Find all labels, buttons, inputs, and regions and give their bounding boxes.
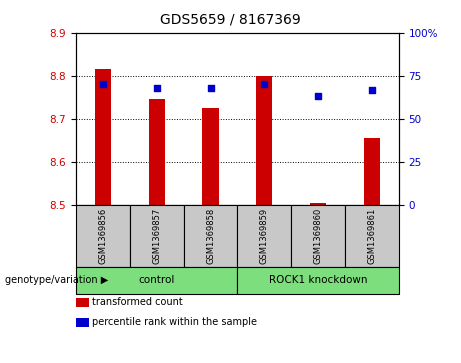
Text: percentile rank within the sample: percentile rank within the sample — [92, 317, 257, 327]
Point — [314, 94, 322, 99]
Text: GSM1369861: GSM1369861 — [367, 208, 376, 264]
Text: genotype/variation ▶: genotype/variation ▶ — [5, 276, 108, 285]
Bar — [364, 138, 380, 205]
Text: GDS5659 / 8167369: GDS5659 / 8167369 — [160, 13, 301, 27]
Bar — [202, 108, 219, 205]
Bar — [310, 203, 326, 205]
Text: control: control — [139, 276, 175, 285]
Text: GSM1369859: GSM1369859 — [260, 208, 269, 264]
Point — [153, 85, 160, 91]
Text: GSM1369858: GSM1369858 — [206, 208, 215, 264]
Bar — [256, 76, 272, 205]
Text: GSM1369856: GSM1369856 — [99, 208, 107, 264]
Point — [99, 82, 106, 87]
Text: transformed count: transformed count — [92, 297, 183, 307]
Bar — [95, 69, 111, 205]
Point — [260, 82, 268, 87]
Text: GSM1369860: GSM1369860 — [313, 208, 323, 264]
Text: ROCK1 knockdown: ROCK1 knockdown — [269, 276, 367, 285]
Text: GSM1369857: GSM1369857 — [152, 208, 161, 264]
Point — [368, 87, 376, 93]
Point — [207, 85, 214, 91]
Bar — [148, 99, 165, 205]
